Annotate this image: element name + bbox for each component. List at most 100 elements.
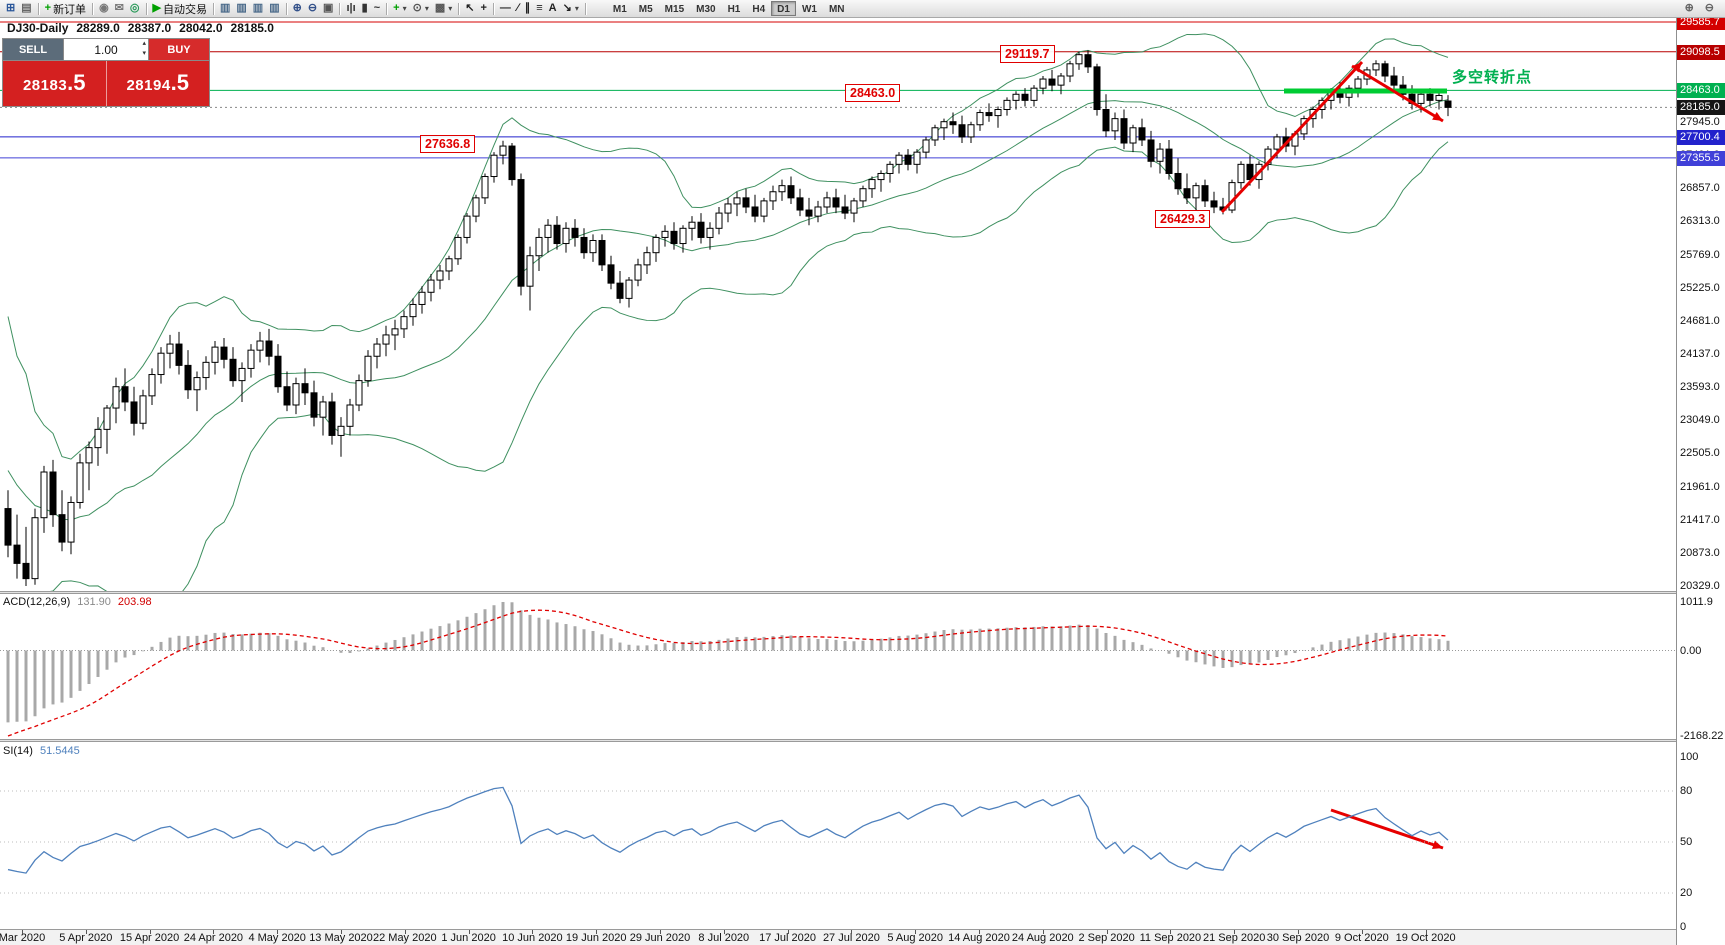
tile-windows-button[interactable]: ▣ — [320, 1, 336, 16]
price-scale[interactable]: 27945.027401.026857.026313.025769.025225… — [1676, 0, 1725, 945]
time-tick-1 — [85, 930, 87, 934]
sell-button[interactable]: SELL — [3, 39, 63, 60]
buy-price-pip: .5 — [170, 70, 190, 95]
price-tick-25769.0: 25769.0 — [1680, 248, 1720, 261]
autotrade-button[interactable]: ▶ 自动交易 — [150, 1, 210, 16]
buy-price-main: 28194 — [126, 77, 171, 94]
price-tick-26857.0: 26857.0 — [1680, 182, 1720, 195]
channel-button[interactable]: ∥ — [522, 1, 534, 16]
timeframe-m30-button[interactable]: M30 — [696, 4, 716, 15]
magnifier-plus-icon: ⊕ — [1684, 2, 1694, 14]
toolbar-separator — [92, 2, 94, 15]
candlestick-chart-icon: ▮ — [361, 2, 368, 14]
price-tick-23593.0: 23593.0 — [1680, 381, 1720, 394]
timeframe-d1-button[interactable]: D1 — [771, 1, 796, 16]
price-tick-24681.0: 24681.0 — [1680, 314, 1720, 327]
buy-price[interactable]: 28194 .5 — [105, 61, 209, 106]
time-tick-8 — [532, 930, 534, 934]
time-label-3: 24 Apr 2020 — [183, 932, 244, 944]
zoom-in-button[interactable]: ⊕ — [290, 1, 305, 16]
volume-up-arrow[interactable]: ▴ — [142, 40, 146, 47]
new-order-button[interactable]: + 新订单 — [42, 1, 89, 16]
templates-button[interactable]: ▩ ▾ — [432, 1, 455, 16]
volume-input[interactable]: 1.00 ▴ ▾ — [63, 39, 149, 60]
time-tick-5 — [341, 930, 342, 934]
rsi-scale-100: 100 — [1680, 751, 1699, 763]
buy-button[interactable]: BUY — [149, 39, 209, 60]
arrows-button[interactable]: ↘ ▾ — [560, 1, 582, 16]
price-label-27355.5: 27355.5 — [1677, 150, 1725, 166]
price-annotation-26429.3[interactable]: 26429.3 — [1155, 210, 1211, 228]
time-tick-10 — [660, 930, 661, 934]
time-tick-3 — [213, 930, 215, 934]
toolbar: ⊞ ▤ + 新订单 ◉ ✉ ◎ ▶ 自动交易 ▥ ▥ ▥ ▥ ⊕ ⊖ ▣ ı|ı ▮ ~ + ▾ ⊙ ▾ ▩ ▾ ↖ + — ∕ ∥ ≡ A ↘… — [0, 0, 1725, 18]
time-tick-2 — [149, 930, 151, 934]
candlestick-chart-button[interactable]: ▮ — [359, 1, 371, 16]
timeframe-h1-button[interactable]: H1 — [727, 4, 741, 15]
price-tick-21417.0: 21417.0 — [1680, 513, 1720, 526]
candles-layer — [4, 50, 1452, 586]
volume-down-arrow[interactable]: ▾ — [142, 50, 146, 57]
price-tick-21961.0: 21961.0 — [1680, 480, 1720, 493]
navigator-button[interactable]: ▥ — [250, 1, 266, 16]
alerts-icon[interactable]: ◉ — [96, 1, 112, 16]
timeframe-mn-button[interactable]: MN — [828, 4, 845, 15]
timeframe-m15-button[interactable]: M15 — [664, 4, 685, 15]
text-button[interactable]: A — [546, 1, 560, 16]
magnifier-minus-icon[interactable]: ⊖ — [1702, 1, 1717, 16]
time-label-19: 21 Sep 2020 — [1202, 932, 1266, 944]
price-annotation-27636.8[interactable]: 27636.8 — [420, 135, 476, 153]
toolbar-separator — [386, 2, 388, 15]
data-window-icon: ▥ — [236, 2, 247, 14]
price-annotation-28463.0[interactable]: 28463.0 — [845, 84, 901, 102]
symbol-name: DJ30-Daily — [7, 21, 69, 35]
sell-price[interactable]: 28183 .5 — [3, 61, 106, 106]
trend-note[interactable]: 多空转折点 — [1452, 69, 1533, 86]
toolbar-separator — [492, 2, 494, 15]
mailbox-icon[interactable]: ✉ — [112, 1, 127, 16]
profiles-button[interactable]: ▤ — [18, 1, 34, 16]
periods-button[interactable]: ⊙ ▾ — [410, 1, 432, 16]
terminal-button[interactable]: ▥ — [266, 1, 282, 16]
zoom-out-button[interactable]: ⊖ — [305, 1, 320, 16]
bar-chart-button[interactable]: ı|ı — [343, 1, 358, 16]
time-label-0: Mar 2020 — [0, 932, 46, 944]
price-label-29585.7: 29585.7 — [1677, 15, 1725, 31]
cursor-button[interactable]: ↖ — [462, 1, 477, 16]
new-chart-button[interactable]: ⊞ — [3, 1, 18, 16]
fibonacci-button[interactable]: ≡ — [533, 1, 545, 16]
line-chart-button[interactable]: ~ — [371, 1, 383, 16]
data-window-button[interactable]: ▥ — [233, 1, 249, 16]
crosshair-button[interactable]: + — [477, 1, 489, 16]
autotrade-icon: ▶ — [152, 2, 161, 14]
text-icon: A — [548, 2, 557, 14]
time-axis[interactable]: Mar 2020 5 Apr 2020 15 Apr 2020 24 Apr 2020… — [0, 929, 1676, 945]
trend-arrow — [1351, 64, 1444, 123]
news-icon[interactable]: ◎ — [127, 1, 143, 16]
trend-arrow-head — [1432, 840, 1443, 850]
market-watch-button[interactable]: ▥ — [217, 1, 233, 16]
magnifier-plus-icon[interactable]: ⊕ — [1682, 1, 1697, 16]
zoom-out-icon: ⊖ — [307, 2, 318, 14]
macd-signal-value: 203.98 — [117, 596, 152, 608]
time-tick-6 — [404, 930, 406, 934]
timeframe-h4-button[interactable]: H4 — [752, 4, 766, 15]
time-label-6: 22 May 2020 — [372, 932, 437, 944]
rsi-indicator-label: SI(14) 51.5445 — [3, 745, 80, 757]
price-annotation-29119.7[interactable]: 29119.7 — [1000, 45, 1055, 63]
hline-button[interactable]: — — [497, 1, 514, 16]
high-value: 28387.0 — [127, 21, 172, 35]
indicators-icon: + — [393, 2, 400, 14]
new-order-button-label: 新订单 — [53, 3, 87, 16]
fibonacci-icon: ≡ — [536, 2, 543, 14]
macd-signal-line — [7, 609, 1449, 737]
timeframe-w1-button[interactable]: W1 — [801, 4, 817, 15]
tile-windows-icon: ▣ — [323, 2, 334, 14]
indicators-button[interactable]: + ▾ — [390, 1, 409, 16]
timeframe-m5-button[interactable]: M5 — [638, 4, 653, 15]
trendline-button[interactable]: ∕ — [514, 1, 522, 16]
price-tick-20873.0: 20873.0 — [1680, 546, 1720, 559]
timeframe-m1-button[interactable]: M1 — [612, 4, 627, 15]
time-tick-15 — [979, 930, 980, 934]
